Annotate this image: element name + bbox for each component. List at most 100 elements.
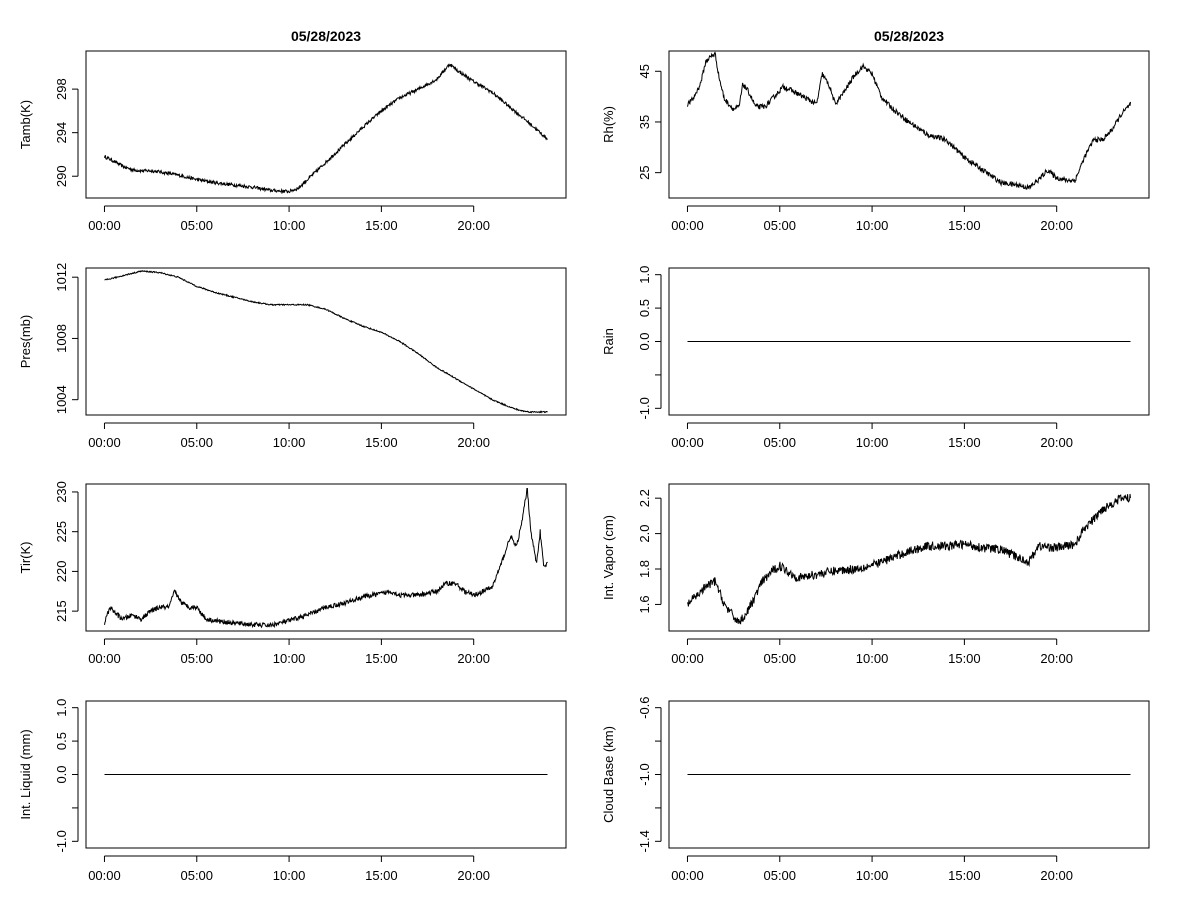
y-tick-label: -1.4 <box>637 830 652 852</box>
y-axis-label: Int. Vapor (cm) <box>601 515 616 600</box>
x-tick-label: 05:00 <box>180 435 213 450</box>
x-tick-label: 20:00 <box>1040 435 1073 450</box>
x-tick-label: 15:00 <box>948 651 981 666</box>
y-axis-label: Rh(%) <box>601 106 616 143</box>
x-tick-label: 20:00 <box>457 868 490 883</box>
y-tick-label: 25 <box>637 165 652 179</box>
panel-cloud-base-km: 00:00 05:00 10:00 15:00 20:00 -1.4 -1.0 -0.6 Clo… <box>601 696 1150 883</box>
series-line <box>687 493 1131 625</box>
y-axis-label: Tir(K) <box>18 541 33 573</box>
x-tick-label: 20:00 <box>1040 651 1073 666</box>
plot-frame <box>668 700 1150 849</box>
x-tick-label: 15:00 <box>365 868 398 883</box>
y-tick-label: 1.0 <box>637 266 652 284</box>
x-tick-label: 05:00 <box>763 868 796 883</box>
series-line <box>104 488 548 629</box>
x-tick-label: 20:00 <box>1040 218 1073 233</box>
y-tick-label: 0.0 <box>54 765 69 783</box>
plot-frame <box>85 267 567 416</box>
y-tick-label: 1.8 <box>637 560 652 578</box>
x-tick-label: 20:00 <box>1040 868 1073 883</box>
y-tick-label: 298 <box>54 78 69 100</box>
plot-frame <box>85 700 567 849</box>
plot-frame <box>668 50 1150 199</box>
x-tick-label: 05:00 <box>763 435 796 450</box>
panel-tamb-k: 05/28/2023 00:00 05:00 10:00 15:00 20:00 290 29… <box>18 28 567 233</box>
y-tick-label: 215 <box>54 600 69 622</box>
y-tick-label: -1.0 <box>637 763 652 785</box>
x-tick-label: 00:00 <box>671 218 704 233</box>
x-tick-label: 10:00 <box>856 218 889 233</box>
y-tick-label: 2.0 <box>637 525 652 543</box>
x-tick-label: 15:00 <box>948 435 981 450</box>
x-tick-label: 20:00 <box>457 651 490 666</box>
x-tick-label: 15:00 <box>365 218 398 233</box>
y-tick-label: 230 <box>54 481 69 503</box>
panel-rain: 00:00 05:00 10:00 15:00 20:00 -1.0 0.0 0.5 1.0 Ra… <box>601 266 1150 450</box>
x-tick-label: 00:00 <box>671 651 704 666</box>
plot-frame <box>668 267 1150 416</box>
y-tick-label: 0.5 <box>637 299 652 317</box>
y-axis-label: Cloud Base (km) <box>601 726 616 823</box>
y-tick-label: 1.6 <box>637 595 652 613</box>
y-axis-label: Int. Liquid (mm) <box>18 729 33 819</box>
x-tick-label: 15:00 <box>365 651 398 666</box>
y-axis-label: Rain <box>601 328 616 355</box>
y-tick-label: 0.0 <box>637 332 652 350</box>
series-line <box>687 51 1131 190</box>
x-tick-label: 10:00 <box>856 868 889 883</box>
x-tick-label: 00:00 <box>88 218 121 233</box>
x-tick-label: 00:00 <box>88 868 121 883</box>
panel-int-vapor-cm: 00:00 05:00 10:00 15:00 20:00 1.6 1.8 2.0 2.2 Int… <box>601 483 1150 666</box>
y-tick-label: 1004 <box>54 385 69 414</box>
y-tick-label: 290 <box>54 165 69 187</box>
series-line <box>104 270 548 414</box>
plot-frame <box>85 483 567 632</box>
chart-title: 05/28/2023 <box>874 28 944 44</box>
x-tick-label: 05:00 <box>180 218 213 233</box>
x-tick-label: 05:00 <box>763 651 796 666</box>
y-tick-label: -1.0 <box>637 397 652 419</box>
x-tick-label: 05:00 <box>763 218 796 233</box>
x-tick-label: 10:00 <box>273 868 306 883</box>
panel-int-liquid-mm: 00:00 05:00 10:00 15:00 20:00 -1.0 0.0 0.5 1.0 In… <box>18 699 567 883</box>
x-tick-label: 00:00 <box>88 651 121 666</box>
x-tick-label: 05:00 <box>180 651 213 666</box>
panel-rh: 05/28/2023 00:00 05:00 10:00 15:00 20:00 25 35 4… <box>601 28 1150 233</box>
x-tick-label: 00:00 <box>671 868 704 883</box>
y-tick-label: 0.5 <box>54 732 69 750</box>
x-tick-label: 10:00 <box>856 651 889 666</box>
panel-tir-k: 00:00 05:00 10:00 15:00 20:00 215 220 225 230 Tir… <box>18 481 567 666</box>
y-tick-label: 1.0 <box>54 699 69 717</box>
x-tick-label: 15:00 <box>365 435 398 450</box>
y-tick-label: 45 <box>637 64 652 78</box>
series-line <box>104 63 548 195</box>
chart-title: 05/28/2023 <box>291 28 361 44</box>
y-tick-label: -0.6 <box>637 696 652 718</box>
plot-frame <box>85 50 567 199</box>
x-tick-label: 15:00 <box>948 218 981 233</box>
y-tick-label: 225 <box>54 521 69 543</box>
y-tick-label: 2.2 <box>637 489 652 507</box>
x-tick-label: 20:00 <box>457 435 490 450</box>
x-tick-label: 20:00 <box>457 218 490 233</box>
x-tick-label: 15:00 <box>948 868 981 883</box>
y-tick-label: 220 <box>54 561 69 583</box>
y-tick-label: 294 <box>54 122 69 144</box>
y-tick-label: 35 <box>637 115 652 129</box>
x-tick-label: 00:00 <box>671 435 704 450</box>
x-tick-label: 10:00 <box>273 218 306 233</box>
y-tick-label: -1.0 <box>54 830 69 852</box>
x-tick-label: 00:00 <box>88 435 121 450</box>
x-tick-label: 10:00 <box>856 435 889 450</box>
x-tick-label: 10:00 <box>273 651 306 666</box>
y-tick-label: 1012 <box>54 263 69 292</box>
y-tick-label: 1008 <box>54 324 69 353</box>
x-tick-label: 10:00 <box>273 435 306 450</box>
plot-frame <box>668 483 1150 632</box>
y-axis-label: Pres(mb) <box>18 315 33 368</box>
y-axis-label: Tamb(K) <box>18 100 33 149</box>
x-tick-label: 05:00 <box>180 868 213 883</box>
